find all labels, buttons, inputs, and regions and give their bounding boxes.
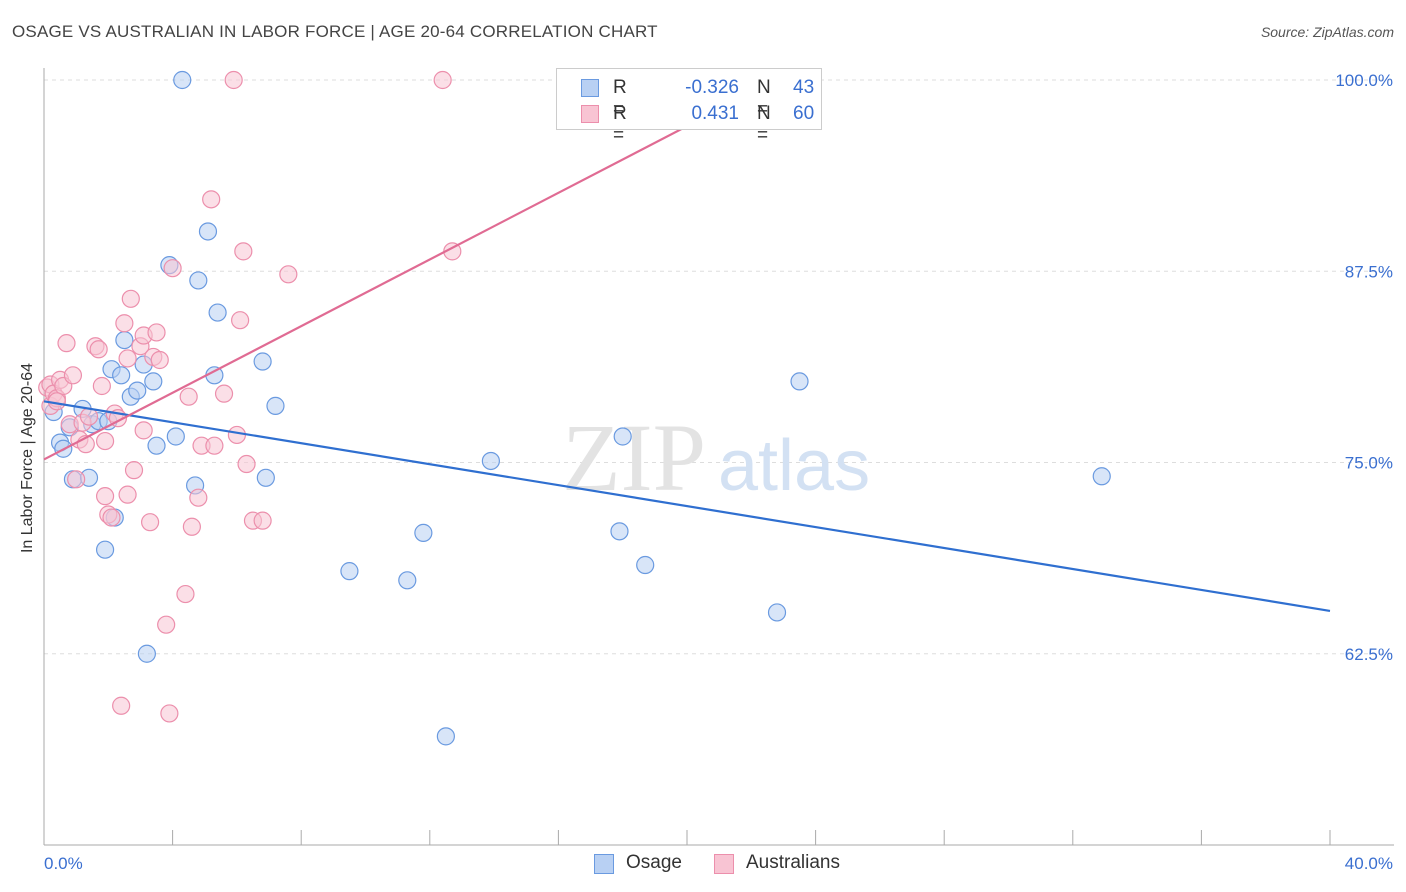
axes — [43, 68, 1394, 846]
y-tick-label: 62.5% — [1345, 645, 1393, 664]
watermark-atlas: atlas — [718, 426, 870, 506]
r-label: R = — [613, 77, 627, 120]
australians-points — [38, 70, 632, 723]
australians-point — [112, 696, 131, 715]
australians-n-value: 60 — [793, 103, 815, 124]
osage-point — [112, 366, 131, 385]
osage-point — [436, 727, 455, 746]
australians-point — [124, 461, 144, 480]
osage-point — [398, 571, 417, 590]
osage-point — [166, 427, 185, 446]
osage-point — [147, 436, 166, 455]
australians-point — [160, 704, 179, 723]
x-tick-label-max: 40.0% — [1345, 854, 1393, 873]
australians-point — [140, 513, 160, 532]
australians-point — [179, 387, 198, 406]
osage-point — [340, 562, 359, 581]
australians-point — [134, 421, 153, 440]
australians-point — [279, 265, 298, 284]
australians-point — [102, 508, 121, 527]
australians-point — [150, 350, 169, 370]
australians-point — [157, 615, 176, 634]
australians-swatch — [581, 105, 599, 123]
australians-point — [67, 470, 86, 489]
gridlines — [44, 79, 1394, 655]
australians-point — [182, 517, 201, 536]
watermark-zip: ZIP — [562, 404, 706, 511]
australians-point — [118, 349, 137, 368]
source-label: Source: ZipAtlas.com — [1260, 24, 1394, 40]
australians-point — [121, 289, 140, 308]
australians-point — [227, 425, 246, 445]
y-axis-label: In Labor Force | Age 20-64 — [19, 362, 36, 554]
n-label: N = — [757, 103, 771, 146]
osage-point — [767, 603, 787, 622]
australians-point — [433, 70, 452, 90]
australians-point — [89, 340, 108, 359]
australians-point — [231, 311, 250, 330]
osage-r-value: -0.326 — [685, 77, 739, 98]
n-label: N = — [757, 77, 771, 120]
osage-point — [189, 271, 208, 290]
osage-point — [1092, 467, 1111, 486]
australians-legend-label: Australians — [746, 852, 840, 873]
australians-point — [189, 488, 208, 507]
australians-point — [163, 259, 182, 278]
australians-point — [237, 454, 256, 474]
australians-point — [205, 436, 224, 455]
osage-point — [137, 644, 156, 663]
osage-point — [266, 396, 285, 415]
y-tick-label: 100.0% — [1335, 71, 1393, 90]
australians-r-value: 0.431 — [691, 103, 739, 124]
australians-point — [253, 511, 272, 530]
x-tick-label-min: 0.0% — [44, 854, 83, 873]
osage-point — [414, 523, 433, 542]
australians-point — [202, 190, 221, 209]
osage-point — [790, 372, 809, 391]
watermark: ZIP atlas — [562, 404, 870, 511]
tick-labels: 62.5% 75.0% 87.5% 100.0% 0.0% 40.0% — [44, 71, 1393, 873]
australians-point — [95, 431, 115, 451]
osage-point — [115, 331, 134, 350]
australians-point — [47, 392, 66, 411]
australians-point — [57, 334, 76, 353]
osage-trendline — [43, 400, 1331, 612]
australians-point — [63, 366, 83, 385]
osage-point — [208, 303, 227, 322]
r-label: R = — [613, 103, 627, 146]
australians-point — [118, 485, 137, 504]
stats-legend: R = -0.326 N = 43 R = 0.431 N = 60 — [556, 68, 822, 146]
osage-legend-label: Osage — [626, 852, 682, 873]
osage-point — [636, 555, 655, 575]
australians-point — [224, 70, 243, 90]
australians-point — [115, 314, 134, 333]
osage-point — [256, 468, 275, 487]
osage-point — [198, 222, 218, 241]
osage-point — [253, 352, 272, 371]
australians-point — [95, 487, 115, 506]
y-tick-label: 87.5% — [1345, 262, 1393, 281]
trendlines — [43, 121, 1331, 612]
australians-point — [214, 384, 234, 403]
australians-trendline — [43, 121, 694, 461]
osage-point — [144, 372, 163, 391]
osage-legend-swatch — [594, 854, 614, 874]
chart-title: OSAGE VS AUSTRALIAN IN LABOR FORCE | AGE… — [12, 22, 658, 41]
australians-point — [147, 323, 166, 342]
osage-point — [95, 540, 115, 559]
osage-point — [128, 381, 147, 400]
australians-point — [176, 584, 195, 604]
osage-point — [613, 427, 632, 446]
osage-swatch — [581, 79, 599, 97]
osage-point — [173, 70, 192, 90]
australians-point — [234, 242, 253, 261]
australians-legend-swatch — [714, 854, 734, 874]
osage-n-value: 43 — [793, 77, 815, 98]
y-tick-label: 75.0% — [1345, 454, 1393, 473]
osage-point — [481, 451, 500, 471]
osage-point — [610, 522, 629, 541]
australians-point — [92, 376, 111, 396]
